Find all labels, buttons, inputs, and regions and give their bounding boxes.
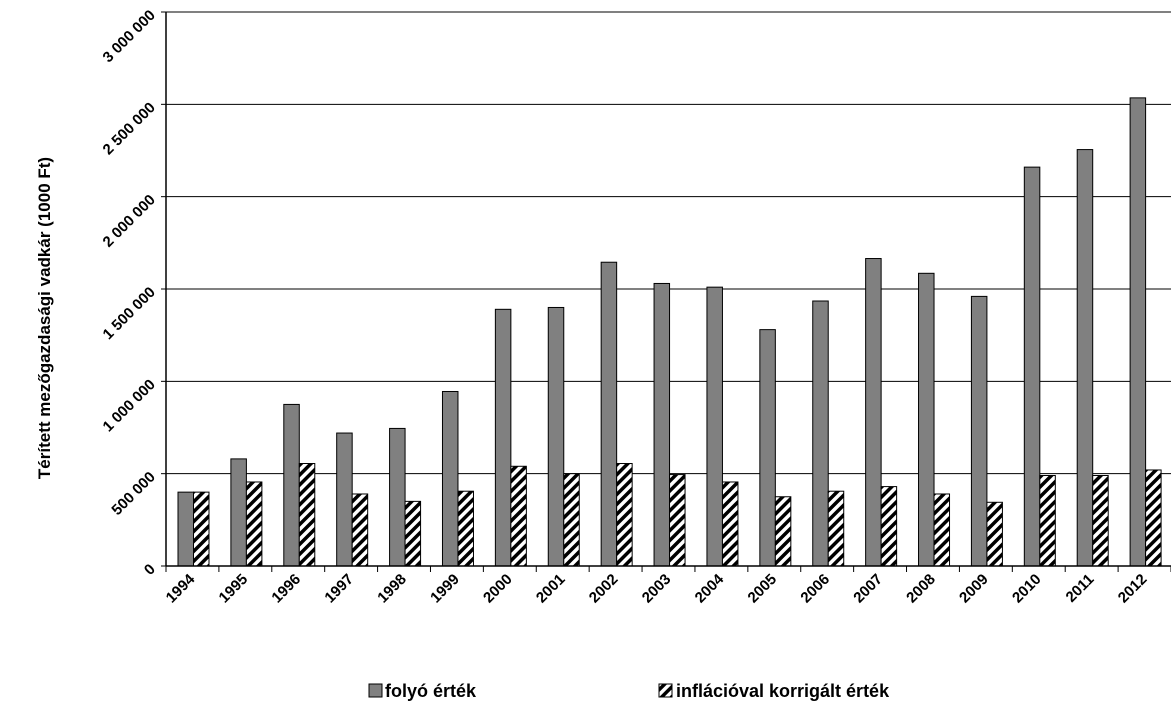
- bar-current-2011: [1076, 149, 1094, 567]
- x-tick-label: 2010: [1009, 571, 1045, 607]
- bar-inflation-2001: [563, 473, 580, 567]
- bar-current-1994: [177, 491, 194, 567]
- bar-inflation-1999: [457, 490, 474, 567]
- bar-inflation-2008: [933, 493, 951, 567]
- y-tick-label: 0: [141, 561, 159, 579]
- x-tick-label: 2007: [850, 571, 886, 607]
- bar-current-2008: [918, 272, 935, 567]
- bar-inflation-2005: [774, 496, 792, 567]
- bar-inflation-1996: [298, 463, 316, 567]
- y-tick-label: 2 000 000: [100, 191, 159, 250]
- x-tick-label: 2001: [533, 571, 569, 607]
- x-tick-label: 2002: [586, 571, 622, 607]
- bar-current-1999: [441, 390, 459, 567]
- legend-swatch-current: [368, 683, 383, 698]
- bar-inflation-2007: [880, 486, 898, 567]
- bar-current-1998: [389, 427, 406, 567]
- bar-inflation-2006: [827, 490, 845, 567]
- bar-inflation-2010: [1039, 475, 1056, 567]
- x-tick-label: 2005: [745, 571, 781, 607]
- x-tick-label: 2012: [1115, 571, 1151, 607]
- legend-item-inflation: inflációval korrigált érték: [658, 681, 890, 701]
- bar-current-1997: [336, 432, 353, 567]
- legend-label-current: folyó érték: [385, 681, 477, 701]
- bar-current-2007: [865, 258, 882, 567]
- x-tick-label: 2008: [903, 571, 939, 607]
- x-tick-label: 2006: [797, 571, 833, 607]
- x-tick-label: 1996: [268, 571, 304, 607]
- x-tick-label: 2000: [480, 571, 516, 607]
- bar-inflation-2003: [669, 474, 686, 567]
- bar-current-2005: [759, 329, 776, 567]
- bar-inflation-1998: [404, 500, 422, 567]
- bar-inflation-2000: [510, 465, 527, 567]
- x-tick-label: 1994: [163, 570, 199, 606]
- bar-inflation-2009: [986, 501, 1003, 567]
- x-tick-label: 1999: [427, 571, 463, 607]
- y-tick-label: 1 500 000: [100, 284, 159, 343]
- bar-current-2009: [970, 295, 988, 567]
- bar-inflation-2002: [616, 463, 633, 567]
- bar-inflation-1995: [245, 481, 263, 567]
- x-tick-label: 2009: [956, 571, 992, 607]
- y-tick-label: 1 000 000: [100, 376, 159, 435]
- y-tick-labels: 0 500 000 1 000 000 1 500 000 2 000 000 2 500…: [100, 7, 159, 579]
- bar-inflation-1997: [351, 493, 369, 567]
- bar-current-2002: [600, 261, 618, 567]
- bar-current-1996: [283, 403, 300, 567]
- bar-inflation-2004: [721, 481, 739, 567]
- axes: [161, 11, 1171, 572]
- bar-inflation-2012: [1145, 469, 1162, 567]
- legend-label-inflation: inflációval korrigált érték: [676, 681, 890, 701]
- y-tick-label: 2 500 000: [100, 99, 159, 158]
- y-tick-label: 500 000: [108, 468, 158, 518]
- bar-current-2012: [1129, 97, 1147, 567]
- bars: [177, 97, 1162, 567]
- bar-current-2003: [653, 282, 671, 567]
- x-tick-label: 1997: [321, 571, 357, 607]
- y-axis-title: Térített mezőgazdasági vadkár (1000 Ft): [35, 157, 54, 479]
- bar-current-1995: [230, 458, 247, 567]
- legend-swatch-inflation: [658, 683, 673, 698]
- bar-current-2001: [547, 306, 565, 567]
- x-tick-label: 2003: [639, 571, 675, 607]
- x-tick-label: 2004: [692, 570, 728, 606]
- bar-current-2000: [494, 308, 512, 567]
- bar-current-2006: [812, 300, 829, 567]
- legend-item-current: folyó érték: [368, 681, 477, 701]
- x-tick-label: 2011: [1063, 571, 1098, 606]
- bar-inflation-2011: [1092, 475, 1109, 567]
- y-tick-label: 3 000 000: [100, 7, 159, 66]
- legend: folyó érték inflációval korrigált érték: [368, 681, 890, 701]
- bar-current-2004: [706, 286, 723, 567]
- x-tick-label: 1995: [216, 571, 252, 607]
- x-tick-label: 1998: [374, 571, 410, 607]
- bar-current-2010: [1023, 166, 1041, 567]
- bar-inflation-1994: [193, 491, 210, 567]
- x-tick-labels: 1994 1995 1996 1997 1998 1999 2000 2001 2002 2003…: [163, 570, 1151, 606]
